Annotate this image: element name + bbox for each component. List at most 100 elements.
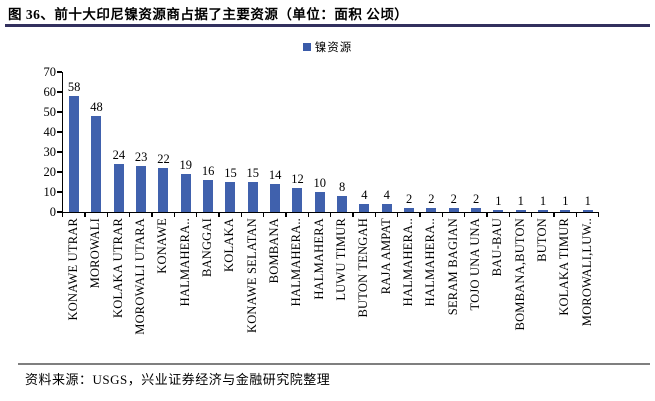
x-tick-mark <box>486 213 488 217</box>
x-label-cell: KOLAKA TIMUR <box>553 218 575 356</box>
x-label-cell: KOLAKA <box>218 218 240 356</box>
bar-category: 1 <box>510 72 532 212</box>
bar <box>359 204 370 212</box>
bar-value-label: 2 <box>405 192 413 206</box>
x-tick-label: BUTON TENGAH <box>356 218 371 318</box>
bar-category: 1 <box>554 72 576 212</box>
bar-value-label: 19 <box>179 158 193 172</box>
x-label-cell: HALMAHERA.. <box>419 218 441 356</box>
x-tick-label: KOLAKA TIMUR <box>557 218 572 316</box>
bar-category: 2 <box>443 72 465 212</box>
y-tick-label: 70 <box>43 65 57 79</box>
x-tick-mark <box>575 213 577 217</box>
bar-value-label: 8 <box>338 180 346 194</box>
bar <box>493 210 504 212</box>
bar-category: 1 <box>532 72 554 212</box>
x-tick-mark <box>598 213 600 217</box>
x-label-cell: HALMAHERA <box>308 218 330 356</box>
bar-value-label: 16 <box>201 164 215 178</box>
x-tick-label: LUWU TIMUR <box>334 218 349 301</box>
bar-category: 15 <box>219 72 241 212</box>
x-tick-label: BOMBANA,BUTON <box>512 218 527 331</box>
bar-value-label: 14 <box>268 168 282 182</box>
source-divider <box>18 363 650 365</box>
bar-category: 2 <box>420 72 442 212</box>
bar-value-label: 4 <box>361 188 368 202</box>
bar-category: 58 <box>63 72 85 212</box>
x-label-cell: MOROWALI UTARA <box>129 218 151 356</box>
x-axis-labels: KONAWE UTRAR MOROWALI KOLAKA UTRAR MOROWALI… <box>62 218 598 356</box>
x-tick-mark <box>508 213 510 217</box>
x-tick-label: MOROWALI UTARA <box>133 218 148 335</box>
bar-value-label: 2 <box>450 192 457 206</box>
x-tick-mark <box>263 213 265 217</box>
bar-value-label: 1 <box>539 194 547 208</box>
bar <box>158 168 169 212</box>
x-label-cell: MOROWALI <box>84 218 106 356</box>
x-tick-mark <box>62 213 64 217</box>
bar-value-label: 23 <box>134 150 148 164</box>
legend-label: 镍资源 <box>314 42 353 54</box>
bar <box>337 196 348 212</box>
bar <box>381 204 392 212</box>
y-axis-labels: 0 10 20 30 40 50 60 70 <box>18 65 57 219</box>
y-tick-label: 60 <box>43 85 57 99</box>
bar-value-label: 12 <box>291 172 304 186</box>
bar <box>91 116 102 212</box>
bar-category: 14 <box>264 72 286 212</box>
bar-value-label: 10 <box>313 176 327 190</box>
x-tick-mark <box>84 213 86 217</box>
x-tick-label: RAJA AMPAT <box>378 218 393 295</box>
x-tick-label: HALMAHERA.. <box>177 218 192 307</box>
x-tick-mark <box>285 213 287 217</box>
x-tick-label: HALMAHERA.. <box>423 218 438 307</box>
bar-value-label: 1 <box>584 194 591 208</box>
x-tick-mark <box>330 213 332 217</box>
x-tick-label: BOMBANA <box>267 218 282 284</box>
bar-category: 22 <box>152 72 174 212</box>
x-label-cell: BANGGAI <box>196 218 218 356</box>
x-label-cell: KONAWE UTRAR <box>62 218 84 356</box>
bar <box>225 182 236 212</box>
bar-category: 8 <box>331 72 353 212</box>
bar-value-label: 1 <box>517 194 524 208</box>
x-tick-label: HALMAHERA <box>311 218 326 300</box>
x-tick-label: MOROWALI <box>88 218 103 289</box>
x-tick-label: HALMAHERA.. <box>401 218 416 307</box>
y-tick-label: 50 <box>43 105 57 119</box>
x-tick-mark <box>151 213 153 217</box>
bar-category: 10 <box>309 72 331 212</box>
x-tick-label: MOROWALI,LUW.. <box>579 218 594 327</box>
bar <box>426 208 437 212</box>
x-label-cell: HALMAHERA.. <box>285 218 307 356</box>
bar-category: 12 <box>286 72 308 212</box>
x-tick-mark <box>531 213 533 217</box>
x-label-cell: KOLAKA UTRAR <box>107 218 129 356</box>
bar-chart-plot-area: 58 48 24 23 22 19 16 15 15 14 12 10 8 4 4 2 2 2 2 1 1 1 1 1 <box>62 72 599 213</box>
y-tick-label: 40 <box>43 125 57 139</box>
x-label-cell: MOROWALI,LUW.. <box>576 218 598 356</box>
bar-value-label: 24 <box>112 148 126 162</box>
x-tick-mark <box>464 213 466 217</box>
x-label-cell: BUTON <box>531 218 553 356</box>
x-label-cell: BOMBANA <box>263 218 285 356</box>
bar <box>560 210 571 212</box>
y-tick-label: 30 <box>43 145 57 159</box>
bar-value-label: 48 <box>90 100 103 114</box>
x-tick-label: BAU-BAU <box>490 218 505 277</box>
bar-category: 15 <box>242 72 264 212</box>
x-label-cell: BOMBANA,BUTON <box>509 218 531 356</box>
bar <box>270 184 281 212</box>
bar-category: 24 <box>108 72 130 212</box>
bar <box>69 96 80 212</box>
x-label-cell: HALMAHERA.. <box>397 218 419 356</box>
bar <box>515 210 526 212</box>
chart-legend: 镍资源 <box>0 39 655 55</box>
bar-category: 48 <box>85 72 107 212</box>
bar <box>471 208 482 212</box>
bar-category: 4 <box>376 72 398 212</box>
x-axis-ticks <box>62 213 600 217</box>
x-label-cell: RAJA AMPAT <box>375 218 397 356</box>
x-tick-mark <box>307 213 309 217</box>
x-tick-label: BUTON <box>535 218 550 262</box>
